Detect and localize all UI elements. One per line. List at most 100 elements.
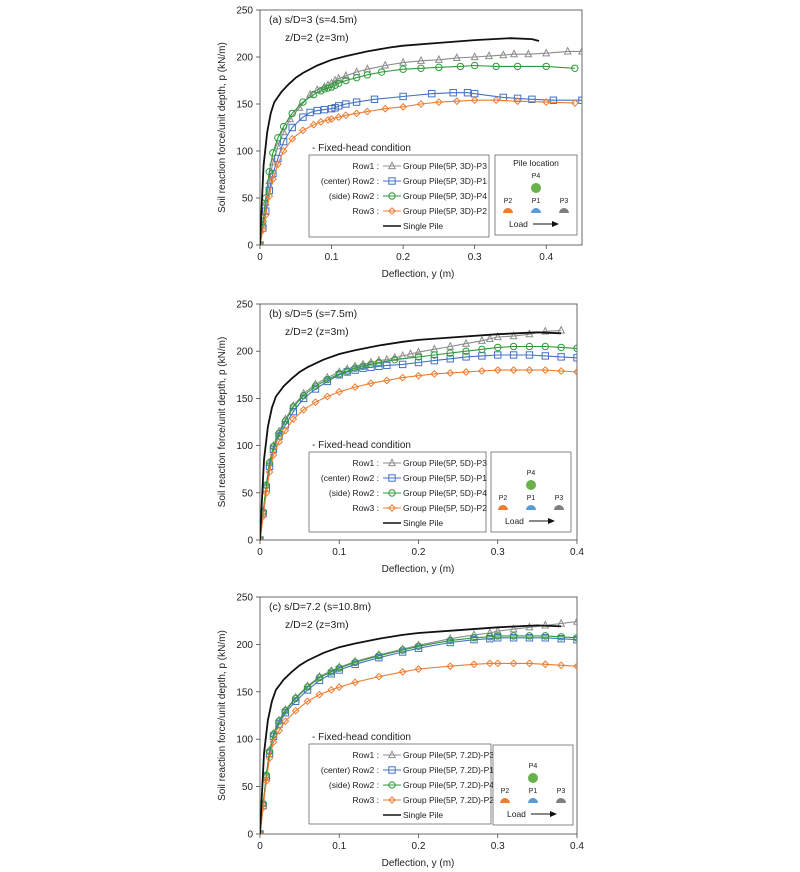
data-point	[352, 109, 361, 118]
data-point	[462, 353, 470, 361]
data-point	[351, 678, 360, 687]
series-line	[260, 37, 540, 245]
chart-panel-2: 0 50 100 150 200 250 0 0.1 0.2 0.3 0.4 Deflection, …	[217, 300, 584, 576]
pile-p3-marker	[559, 208, 569, 213]
legend-series-name: Group Pile(5P, 3D)-P4	[403, 191, 487, 201]
legend-swatch-marker	[388, 489, 396, 497]
series-area	[260, 325, 577, 540]
pile-location-box: Pile location P4 P2 P1 P3 Load	[494, 154, 578, 236]
legend-row-label: Row3 :	[353, 503, 379, 513]
data-point	[291, 694, 300, 703]
chart-subtitle: z/D=2 (z=3m)	[285, 32, 349, 44]
x-tick-label: 0	[257, 547, 263, 558]
x-tick-label: 0	[257, 252, 263, 263]
data-point	[486, 635, 494, 643]
legend-series-name: Group Pile(5P, 7.2D)-P3	[403, 750, 494, 760]
data-point	[542, 48, 551, 57]
data-point	[398, 360, 407, 369]
data-point	[494, 634, 502, 642]
data-point	[335, 387, 344, 396]
data-point	[414, 642, 423, 650]
y-axis-label: Soil reaction force/unit depth, p (kN/m)	[217, 337, 228, 508]
data-point	[275, 715, 284, 724]
data-point	[268, 175, 277, 184]
legend-series-name: Group Pile(5P, 5D)-P4	[403, 488, 487, 498]
data-point	[281, 708, 290, 717]
legend-row-label: Row1 :	[353, 750, 379, 760]
data-point	[572, 616, 577, 625]
data-point	[486, 633, 494, 641]
data-point	[494, 351, 502, 359]
data-point	[542, 62, 550, 71]
series-area	[260, 37, 582, 245]
data-point	[275, 437, 283, 446]
data-point	[262, 488, 271, 497]
legend-row-label: (side) Row2 :	[329, 191, 379, 201]
data-point	[262, 777, 271, 785]
data-point	[342, 76, 350, 85]
data-point	[470, 61, 479, 70]
legend-header: - Fixed-head condition	[312, 143, 411, 154]
legend-swatch-marker	[387, 161, 397, 170]
data-point	[470, 635, 478, 644]
pile-p2-marker	[503, 208, 513, 213]
data-point	[352, 98, 361, 106]
data-point	[557, 661, 566, 670]
data-point	[557, 618, 566, 627]
series-line	[260, 369, 577, 540]
data-point	[573, 354, 577, 362]
data-point	[279, 122, 288, 131]
data-point	[541, 366, 550, 374]
data-point	[414, 665, 423, 673]
load-arrow-head	[552, 221, 559, 227]
data-point	[414, 358, 423, 367]
legend-row-label: Row3 :	[353, 795, 379, 805]
data-point	[399, 57, 408, 66]
pile-label-p2: P2	[504, 198, 513, 205]
data-point	[484, 51, 493, 60]
data-point	[269, 169, 277, 178]
data-point	[265, 458, 274, 467]
data-point	[274, 154, 282, 163]
data-point	[493, 332, 502, 341]
legend-header: - Fixed-head condition	[312, 732, 411, 743]
data-point	[571, 64, 579, 72]
legend-box	[308, 451, 487, 533]
data-point	[446, 636, 454, 645]
x-tick-label: 0.1	[325, 252, 339, 263]
data-point	[406, 349, 415, 358]
data-point	[291, 706, 300, 715]
data-point	[428, 89, 436, 98]
data-point	[456, 62, 465, 71]
load-arrow-head	[550, 811, 557, 817]
pile-label-p4: P4	[529, 763, 538, 770]
y-tick-label: 150	[236, 687, 253, 698]
data-point	[477, 367, 486, 375]
pile-p4-marker	[526, 480, 536, 490]
y-tick-label: 250	[236, 593, 253, 604]
x-tick-label: 0	[257, 841, 263, 852]
legend-series-name: Group Pile(5P, 5D)-P2	[403, 503, 487, 513]
legend-series-name: Single Pile	[403, 221, 443, 231]
data-point	[351, 660, 359, 669]
data-point	[320, 85, 329, 93]
data-point	[281, 707, 290, 715]
data-point	[492, 96, 501, 105]
series-line	[260, 64, 575, 245]
pile-location-box: P4 P2 P1 P3 Load	[492, 744, 574, 826]
data-point	[510, 49, 519, 58]
data-point	[525, 342, 534, 351]
data-point	[281, 417, 290, 425]
data-point	[260, 240, 263, 245]
data-point	[363, 107, 372, 116]
legend-series-name: Group Pile(5P, 3D)-P2	[403, 206, 487, 216]
data-point	[470, 96, 479, 105]
data-point	[320, 105, 329, 114]
chart-title: (a) s/D=3 (s=4.5m)	[269, 14, 357, 26]
data-point	[446, 341, 455, 350]
data-point	[327, 668, 336, 676]
data-point	[335, 79, 343, 88]
data-point	[281, 717, 290, 726]
data-point	[299, 126, 307, 135]
data-point	[261, 211, 270, 219]
